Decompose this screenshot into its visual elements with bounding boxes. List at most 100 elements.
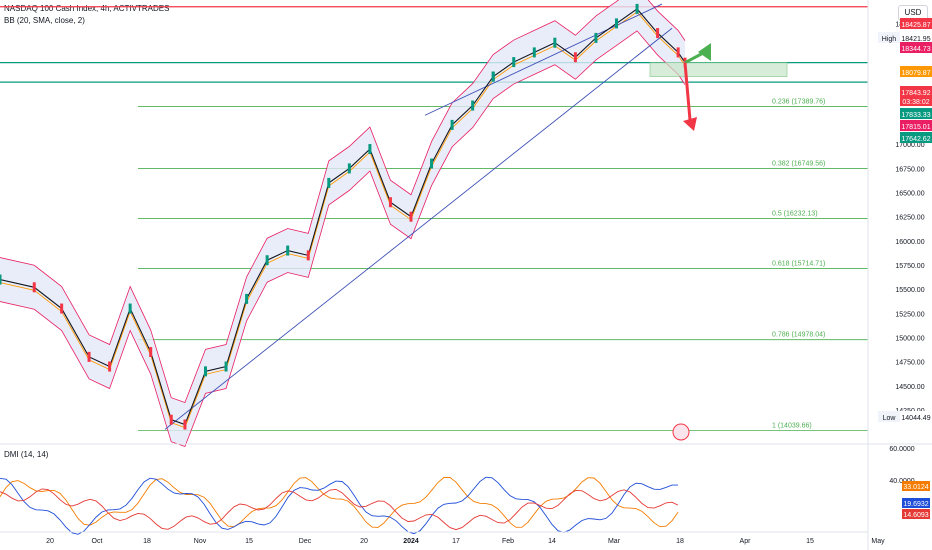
bb-basis [0, 11, 686, 429]
price-tag-8: Low [883, 415, 897, 422]
fib-label-3: 0.618 (15714.71) [772, 260, 825, 267]
fibonacci-levels: 0.236 (17389.76) 0.382 (16749.56) 0.5 (162… [138, 99, 868, 431]
price-mark [224, 361, 228, 372]
y-tick-8: 15250.00 [895, 311, 924, 318]
price-mark [306, 250, 310, 261]
price-mark [450, 119, 454, 130]
x-tick-13: Apr [740, 538, 752, 545]
fib-label-2: 0.5 (16232.13) [772, 210, 818, 217]
dmi-badge-2 [902, 509, 930, 519]
x-tick-1: Oct [92, 538, 103, 545]
price-label-bg-8 [900, 411, 932, 422]
x-tick-11: Mar [608, 538, 621, 545]
price-mark [183, 419, 187, 430]
price-mark [573, 52, 577, 63]
price-mark [512, 57, 516, 68]
y-tick-10: 14750.00 [895, 360, 924, 367]
price-mark [32, 282, 36, 293]
bb-lower [0, 30, 686, 448]
us-flag-icon [672, 423, 690, 441]
bull-arrow-head [698, 43, 711, 61]
price-mark [347, 163, 351, 174]
price-mark [286, 245, 290, 256]
price-mark [368, 144, 372, 155]
dmi-legend: DMI (14, 14) [4, 450, 49, 459]
price-axis: 18250.0017000.0016750.0016500.0016250.00… [867, 0, 932, 550]
x-tick-14: 15 [806, 538, 814, 545]
x-tick-3: Nov [194, 538, 207, 545]
price-label-bg-2 [900, 42, 932, 53]
price-label-bg-4 [900, 86, 932, 106]
y-tick-1: 17000.00 [895, 142, 924, 149]
price-series [0, 3, 687, 430]
price-label-1: 18421.95 [901, 36, 930, 43]
price-tag-bg-8 [878, 411, 900, 422]
dmi-line-2 [0, 488, 679, 531]
price-mark [676, 47, 680, 58]
price-mark [265, 255, 269, 266]
trendline-lower [164, 27, 673, 430]
fib-label-0: 0.236 (17389.76) [772, 99, 825, 106]
x-tick-6: 20 [360, 538, 368, 545]
x-tick-15: May [871, 538, 885, 545]
dmi-badge-0 [902, 481, 930, 491]
price-mark [532, 47, 536, 58]
price-mark [204, 366, 207, 377]
price-label-bg-7 [900, 132, 932, 143]
y-tick-6: 15750.00 [895, 263, 924, 270]
fib-label-1: 0.382 (16749.56) [772, 160, 825, 167]
x-tick-8: 17 [452, 538, 460, 545]
bear-arrow-shaft [683, 62, 692, 121]
dmi-badge-label-1: 19.6932 [903, 501, 928, 508]
dmi-tick-0: 60.0000 [889, 446, 914, 453]
price-mark [128, 303, 132, 314]
price-label-4: 17843.92 [901, 90, 930, 97]
price-label-bg-0 [900, 18, 932, 29]
target-zone [649, 62, 788, 77]
price-label-bg-6 [900, 120, 932, 131]
bb-upper [0, 0, 686, 404]
y-tick-9: 15000.00 [895, 336, 924, 343]
symbol-title: NASDAQ 100 Cash Index, 4h, ACTIVTRADES [4, 4, 170, 13]
price-mark [245, 293, 249, 304]
x-tick-10: 14 [548, 538, 556, 545]
price-mark [60, 303, 64, 314]
x-tick-5: Dec [299, 538, 312, 545]
price-mark [635, 3, 639, 14]
annotations [649, 43, 788, 131]
dmi-line-0 [0, 476, 679, 528]
time-axis: 20 Oct 18 Nov 15 Dec 20 2024 17 Feb 14 Mar 18 Apr 15 Ma… [0, 423, 885, 545]
price-tag-1: High [882, 36, 897, 43]
bollinger-bands [0, 0, 686, 448]
price-label-5: 17833.33 [901, 112, 930, 119]
price-mark [0, 274, 2, 285]
dmi-badge-label-0: 33.0124 [903, 484, 928, 491]
dmi-badge-label-2: 14.6093 [903, 512, 928, 519]
price-mark [615, 18, 618, 29]
countdown-label: 03:38:02 [902, 99, 929, 106]
x-tick-12: 18 [676, 538, 684, 545]
bb-fill [0, 0, 685, 447]
price-tag-bg-1 [878, 32, 900, 43]
price-mark [409, 211, 413, 222]
price-mark [553, 37, 557, 48]
price-mark [594, 32, 598, 43]
y-tick-11: 14500.00 [895, 384, 924, 391]
fib-label-4: 0.786 (14978.04) [772, 332, 825, 339]
x-tick-7: 2024 [403, 538, 419, 545]
price-label-6: 17815.01 [901, 124, 930, 131]
price-mark [169, 414, 173, 425]
price-mark [491, 71, 495, 82]
fib-label-5: 1 (14039.66) [772, 422, 812, 429]
price-label-bg-3 [900, 66, 932, 77]
price-label-3: 18079.87 [901, 70, 930, 77]
trend-channel [164, 3, 673, 430]
price-mark [149, 347, 153, 358]
x-tick-4: 15 [245, 538, 253, 545]
price-label-2: 18344.73 [901, 46, 930, 53]
y-tick-3: 16500.00 [895, 191, 924, 198]
x-tick-0: 20 [46, 538, 54, 545]
y-tick-7: 15500.00 [895, 287, 924, 294]
price-line-0 [0, 76, 494, 426]
